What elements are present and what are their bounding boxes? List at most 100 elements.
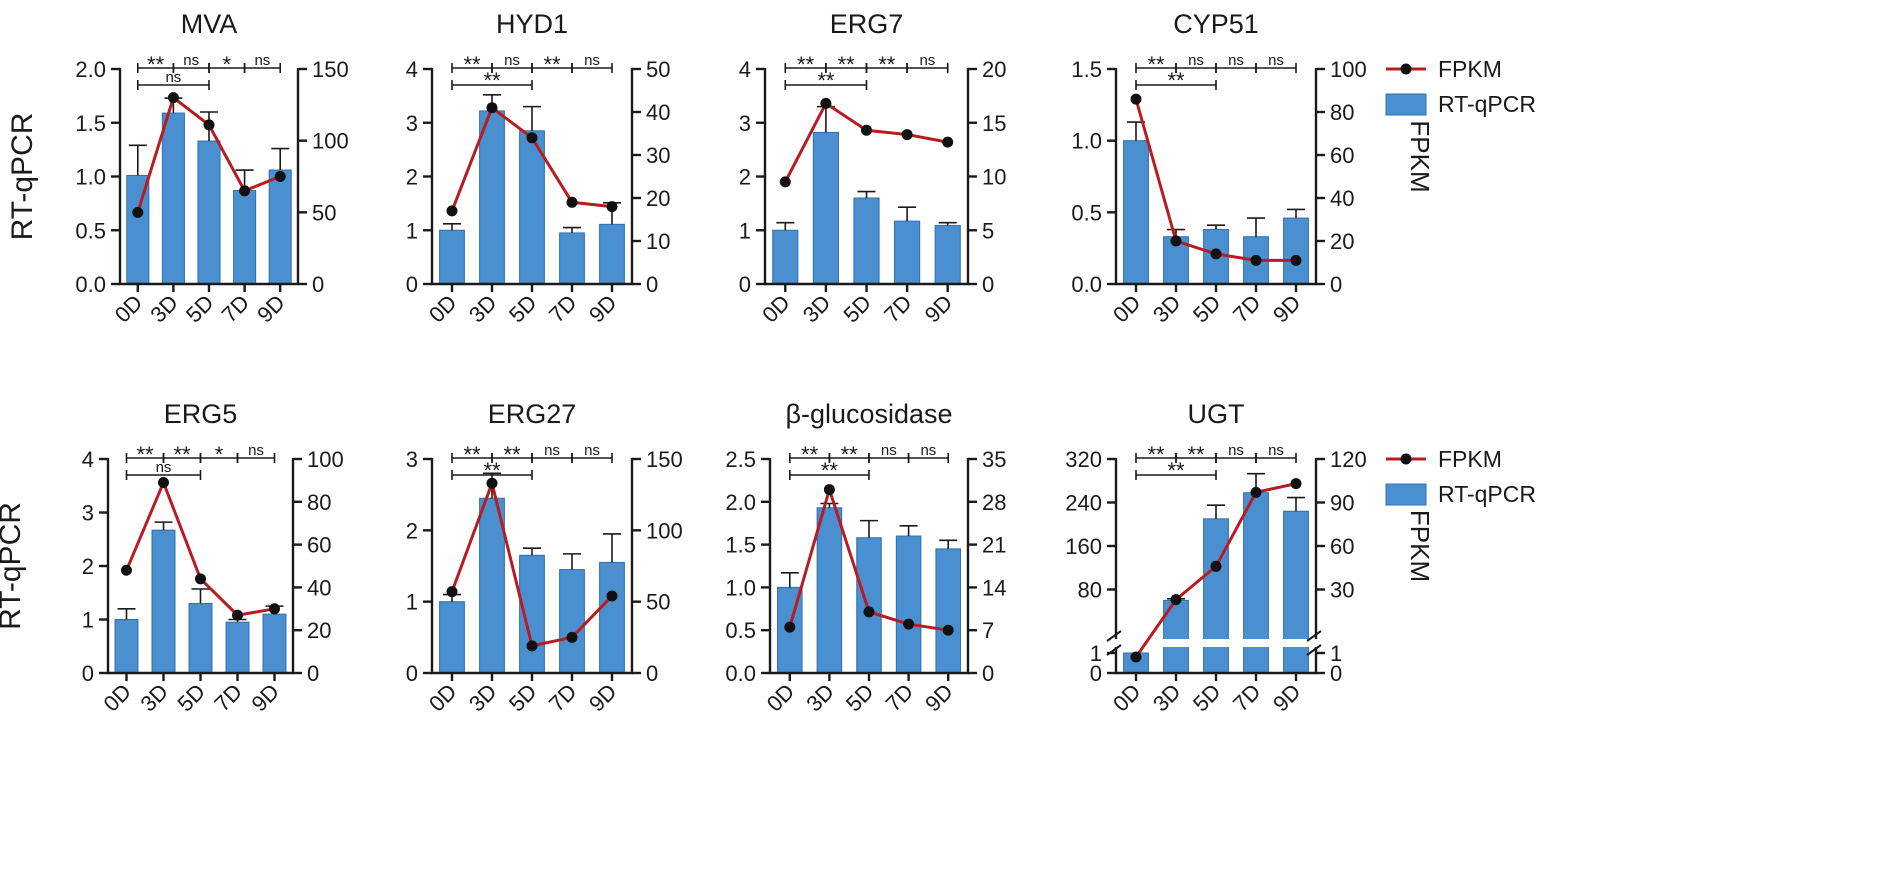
left-tick-label: 1 (739, 218, 751, 243)
x-tick-label-9D: 9D (584, 679, 622, 717)
sig-label: ns (584, 442, 600, 459)
sig-label-bg (1265, 54, 1287, 66)
significance-bracket: ** (451, 442, 493, 467)
right-tick-label: 30 (1330, 578, 1354, 603)
y-axis-title-right: FPKM (1405, 120, 1435, 192)
sig-label: * (215, 442, 224, 467)
left-tick-label: 3 (82, 501, 94, 526)
left-tick-label: 0.5 (1071, 200, 1102, 225)
sig-label-bg (1265, 444, 1287, 456)
x-tick-label-9D: 9D (246, 679, 284, 717)
sig-label: ** (503, 442, 521, 467)
right-tick-label: 100 (312, 129, 349, 154)
legend-line-marker (1400, 63, 1412, 75)
x-tick-label-0D: 0D (424, 679, 462, 717)
chart-title: ERG5 (164, 399, 238, 429)
sig-label: ns (584, 52, 600, 69)
fpkm-point-3D (823, 484, 835, 496)
right-axis-break-mark (1306, 644, 1322, 656)
right-tick-label: 0 (982, 661, 994, 686)
significance-bracket: ns (571, 52, 613, 73)
right-tick-label: 100 (307, 447, 344, 472)
chart-title: MVA (181, 9, 238, 39)
fpkm-point-0D (446, 586, 458, 598)
x-tick-label-0D: 0D (110, 290, 148, 328)
bar-rtqpcr-5D (197, 140, 221, 285)
significance-bracket: ns (571, 442, 613, 463)
sig-label: ns (1228, 442, 1244, 459)
sig-label: ** (136, 442, 154, 467)
right-tick-label: 0 (646, 661, 658, 686)
fpkm-point-7D (566, 631, 578, 643)
significance-bracket-long: ** (1135, 458, 1217, 483)
x-tick-label-3D: 3D (801, 679, 839, 717)
right-tick-label: 21 (982, 533, 1006, 558)
sig-label-bg (501, 54, 523, 66)
sig-label: ** (821, 458, 839, 483)
right-tick-label: 0 (312, 272, 324, 297)
chart-panel-4: CYP51 0.0 0.5 1.0 1.5 0 20 40 60 80 100 0D 3D 5D 7D 9D F… (1071, 9, 1536, 327)
y-axis-title: RT-qPCR (0, 502, 27, 630)
sig-label: ns (165, 69, 181, 86)
significance-bracket: ns (243, 52, 282, 73)
significance-bracket: ns (907, 442, 950, 463)
sig-label-bg (581, 444, 603, 456)
x-tick-label-7D: 7D (209, 679, 247, 717)
sig-label: ns (1228, 52, 1244, 69)
left-tick-label: 80 (1078, 578, 1102, 603)
sig-label: ** (841, 442, 859, 467)
right-tick-label: 0 (982, 272, 994, 297)
significance-bracket: ns (236, 442, 276, 463)
left-tick-label: 2 (406, 165, 418, 190)
x-tick-label-0D: 0D (424, 290, 462, 328)
right-tick-label: 30 (646, 143, 670, 168)
fpkm-point-3D (1170, 235, 1182, 247)
bar-rtqpcr-5D (853, 197, 880, 285)
significance-bracket: ** (1175, 442, 1217, 467)
right-tick-label: 60 (307, 533, 331, 558)
sig-label-bg (142, 54, 169, 66)
x-tick-label-0D: 0D (98, 679, 136, 717)
sig-label: ** (1147, 442, 1165, 467)
x-tick-label-9D: 9D (252, 290, 290, 328)
chart-panel-7: β-glucosidase 0.0 0.5 1.0 1.5 2.0 2.5 0 7 14 21 28 3… (725, 399, 1006, 716)
sig-label: ** (483, 68, 501, 93)
significance-bracket: ** (865, 52, 908, 77)
right-axis-break-mark (1306, 630, 1322, 642)
fpkm-point-7D (1250, 254, 1262, 266)
sig-label: ** (483, 458, 501, 483)
fpkm-point-3D (486, 102, 498, 114)
legend-fpkm-label: FPKM (1438, 446, 1502, 472)
fpkm-point-7D (1250, 486, 1262, 498)
bar-rtqpcr-7D (894, 220, 921, 285)
fpkm-point-9D (606, 201, 618, 213)
left-tick-label: 2 (82, 554, 94, 579)
x-tick-label-9D: 9D (1268, 290, 1306, 328)
fpkm-point-3D (486, 477, 498, 489)
significance-bracket: ** (1135, 52, 1177, 77)
significance-bracket: ns (1215, 442, 1257, 463)
x-tick-label-5D: 5D (841, 679, 879, 717)
right-tick-label: 150 (312, 57, 349, 82)
x-tick-label-9D: 9D (1268, 679, 1306, 717)
significance-bracket-long: ** (784, 68, 868, 93)
fpkm-point-5D (203, 119, 215, 131)
sig-label-bg (873, 54, 900, 66)
left-tick-label: 1.5 (1071, 57, 1102, 82)
sig-label: ** (463, 442, 481, 467)
x-tick-label-0D: 0D (757, 290, 795, 328)
right-tick-label: 50 (646, 590, 670, 615)
right-tick-label: 50 (646, 57, 670, 82)
bar-rtqpcr-5D (1203, 518, 1229, 674)
left-tick-label: 0 (406, 272, 418, 297)
right-tick-label: 14 (982, 575, 1006, 600)
significance-bracket: ** (531, 52, 573, 77)
sig-label: ** (801, 442, 819, 467)
right-tick-label: 20 (982, 57, 1006, 82)
x-tick-label-5D: 5D (1188, 679, 1226, 717)
left-tick-label: 0 (82, 661, 94, 686)
fpkm-point-3D (167, 92, 179, 104)
significance-bracket: ns (1215, 52, 1257, 73)
